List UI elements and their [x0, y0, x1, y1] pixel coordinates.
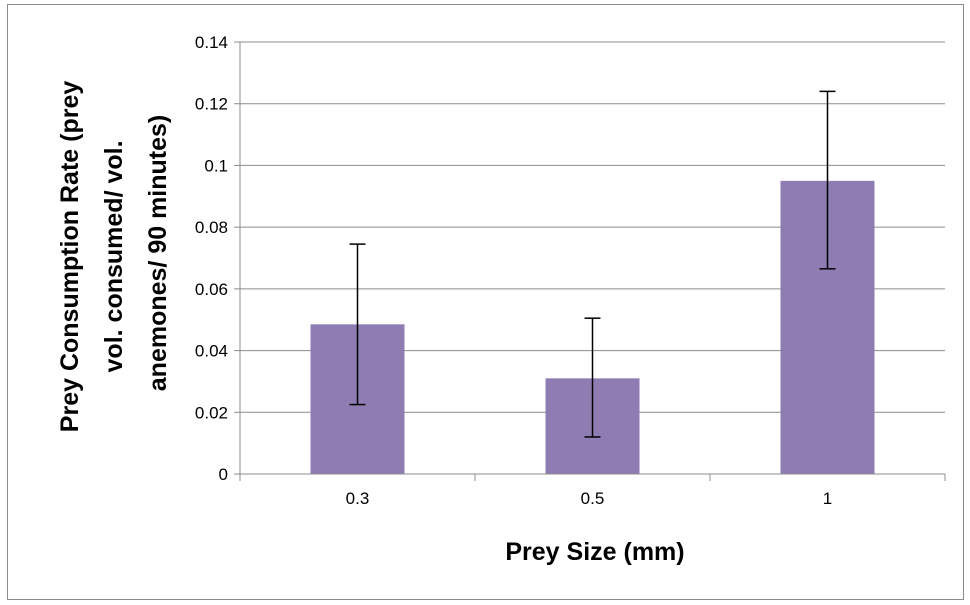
axes [234, 41, 946, 481]
x-tick-labels: 0.3 0.5 1 [346, 489, 833, 508]
y-tick-label: 0.08 [195, 218, 228, 237]
x-tick-label: 0.3 [346, 489, 370, 508]
y-tick-label: 0.04 [195, 342, 228, 361]
y-tick-label: 0.06 [195, 280, 228, 299]
y-tick-label: 0 [219, 465, 228, 484]
y-tick-label: 0.02 [195, 403, 228, 422]
y-axis-title-line-1: Prey Consumption Rate (prey [56, 81, 84, 433]
y-axis-title-line-2: vol. consumed/ vol. [100, 140, 128, 372]
y-tick-label: 0.12 [195, 95, 228, 114]
y-axis-title: Prey Consumption Rate (prey vol. consume… [56, 74, 172, 432]
x-tick-label: 1 [823, 489, 832, 508]
y-tick-label: 0.1 [204, 156, 228, 175]
y-tick-label: 0.14 [195, 33, 228, 52]
x-axis-title: Prey Size (mm) [505, 538, 684, 566]
x-tick-label: 0.5 [581, 489, 605, 508]
y-axis-title-line-3: anemones/ 90 minutes) [144, 115, 172, 391]
y-tick-labels: 0 0.02 0.04 0.06 0.08 0.1 0.12 0.14 [195, 33, 228, 484]
error-bars [349, 90, 836, 438]
